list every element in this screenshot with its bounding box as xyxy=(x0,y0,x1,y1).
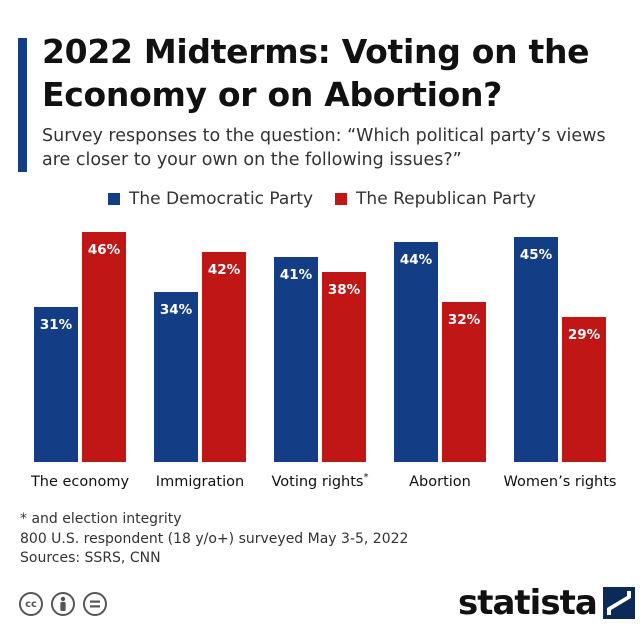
bar-republican-3 xyxy=(442,302,486,462)
license-icons: cc xyxy=(19,592,115,616)
legend-swatch-democratic xyxy=(108,193,120,205)
bar-republican-0 xyxy=(82,232,126,462)
statista-logo-icon xyxy=(602,587,635,619)
category-label: Voting rights* xyxy=(271,472,368,490)
legend-item-republican: The Republican Party xyxy=(335,189,536,209)
bar-democratic-3 xyxy=(394,242,438,462)
cc-icon[interactable]: cc xyxy=(19,592,43,616)
category-label: Abortion xyxy=(409,474,471,490)
bar-democratic-1 xyxy=(154,292,198,462)
bar-republican-4 xyxy=(562,317,606,462)
bar-republican-2 xyxy=(322,272,366,462)
bar-value-label: 42% xyxy=(208,262,241,278)
bar-value-label: 41% xyxy=(280,267,313,283)
legend: The Democratic Party The Republican Part… xyxy=(108,189,558,209)
attribution-icon[interactable] xyxy=(51,592,75,616)
brand-name: statista xyxy=(458,583,598,623)
bar-value-label: 44% xyxy=(400,252,433,268)
chart-title: 2022 Midterms: Voting on the Economy or … xyxy=(42,32,590,114)
bar-value-label: 29% xyxy=(568,327,601,343)
survey-note: 800 U.S. respondent (18 y/o+) surveyed M… xyxy=(20,530,409,547)
category-label: Women’s rights xyxy=(504,474,617,490)
title-accent-bar xyxy=(18,38,27,172)
no-derivatives-icon[interactable] xyxy=(83,592,107,616)
bar-democratic-4 xyxy=(514,237,558,462)
bar-value-label: 34% xyxy=(160,302,193,318)
bar-value-label: 31% xyxy=(40,317,73,333)
legend-swatch-republican xyxy=(335,193,348,205)
bar-value-label: 32% xyxy=(448,312,481,328)
brand[interactable]: statista xyxy=(458,583,635,623)
bar-value-label: 45% xyxy=(520,247,553,263)
category-footnote-mark: * xyxy=(364,472,369,483)
sources-note: Sources: SSRS, CNN xyxy=(20,550,161,566)
bar-democratic-0 xyxy=(34,307,78,462)
legend-label-republican: The Republican Party xyxy=(356,189,536,209)
bar-democratic-2 xyxy=(274,257,318,462)
bar-republican-1 xyxy=(202,252,246,462)
category-label: Immigration xyxy=(156,474,244,490)
chart-subtitle: Survey responses to the question: “Which… xyxy=(42,126,606,170)
footnote: * and election integrity xyxy=(20,511,182,527)
bar-value-label: 38% xyxy=(328,282,361,298)
bar-chart: 31% 46% The economy 34% 42% Immigration 41% 38%… xyxy=(30,232,617,490)
legend-item-democratic: The Democratic Party xyxy=(108,189,313,209)
bar-value-label: 46% xyxy=(88,242,121,258)
category-label: The economy xyxy=(30,474,130,490)
chart-notes: * and election integrity 800 U.S. respon… xyxy=(20,510,408,569)
legend-label-democratic: The Democratic Party xyxy=(129,189,314,209)
